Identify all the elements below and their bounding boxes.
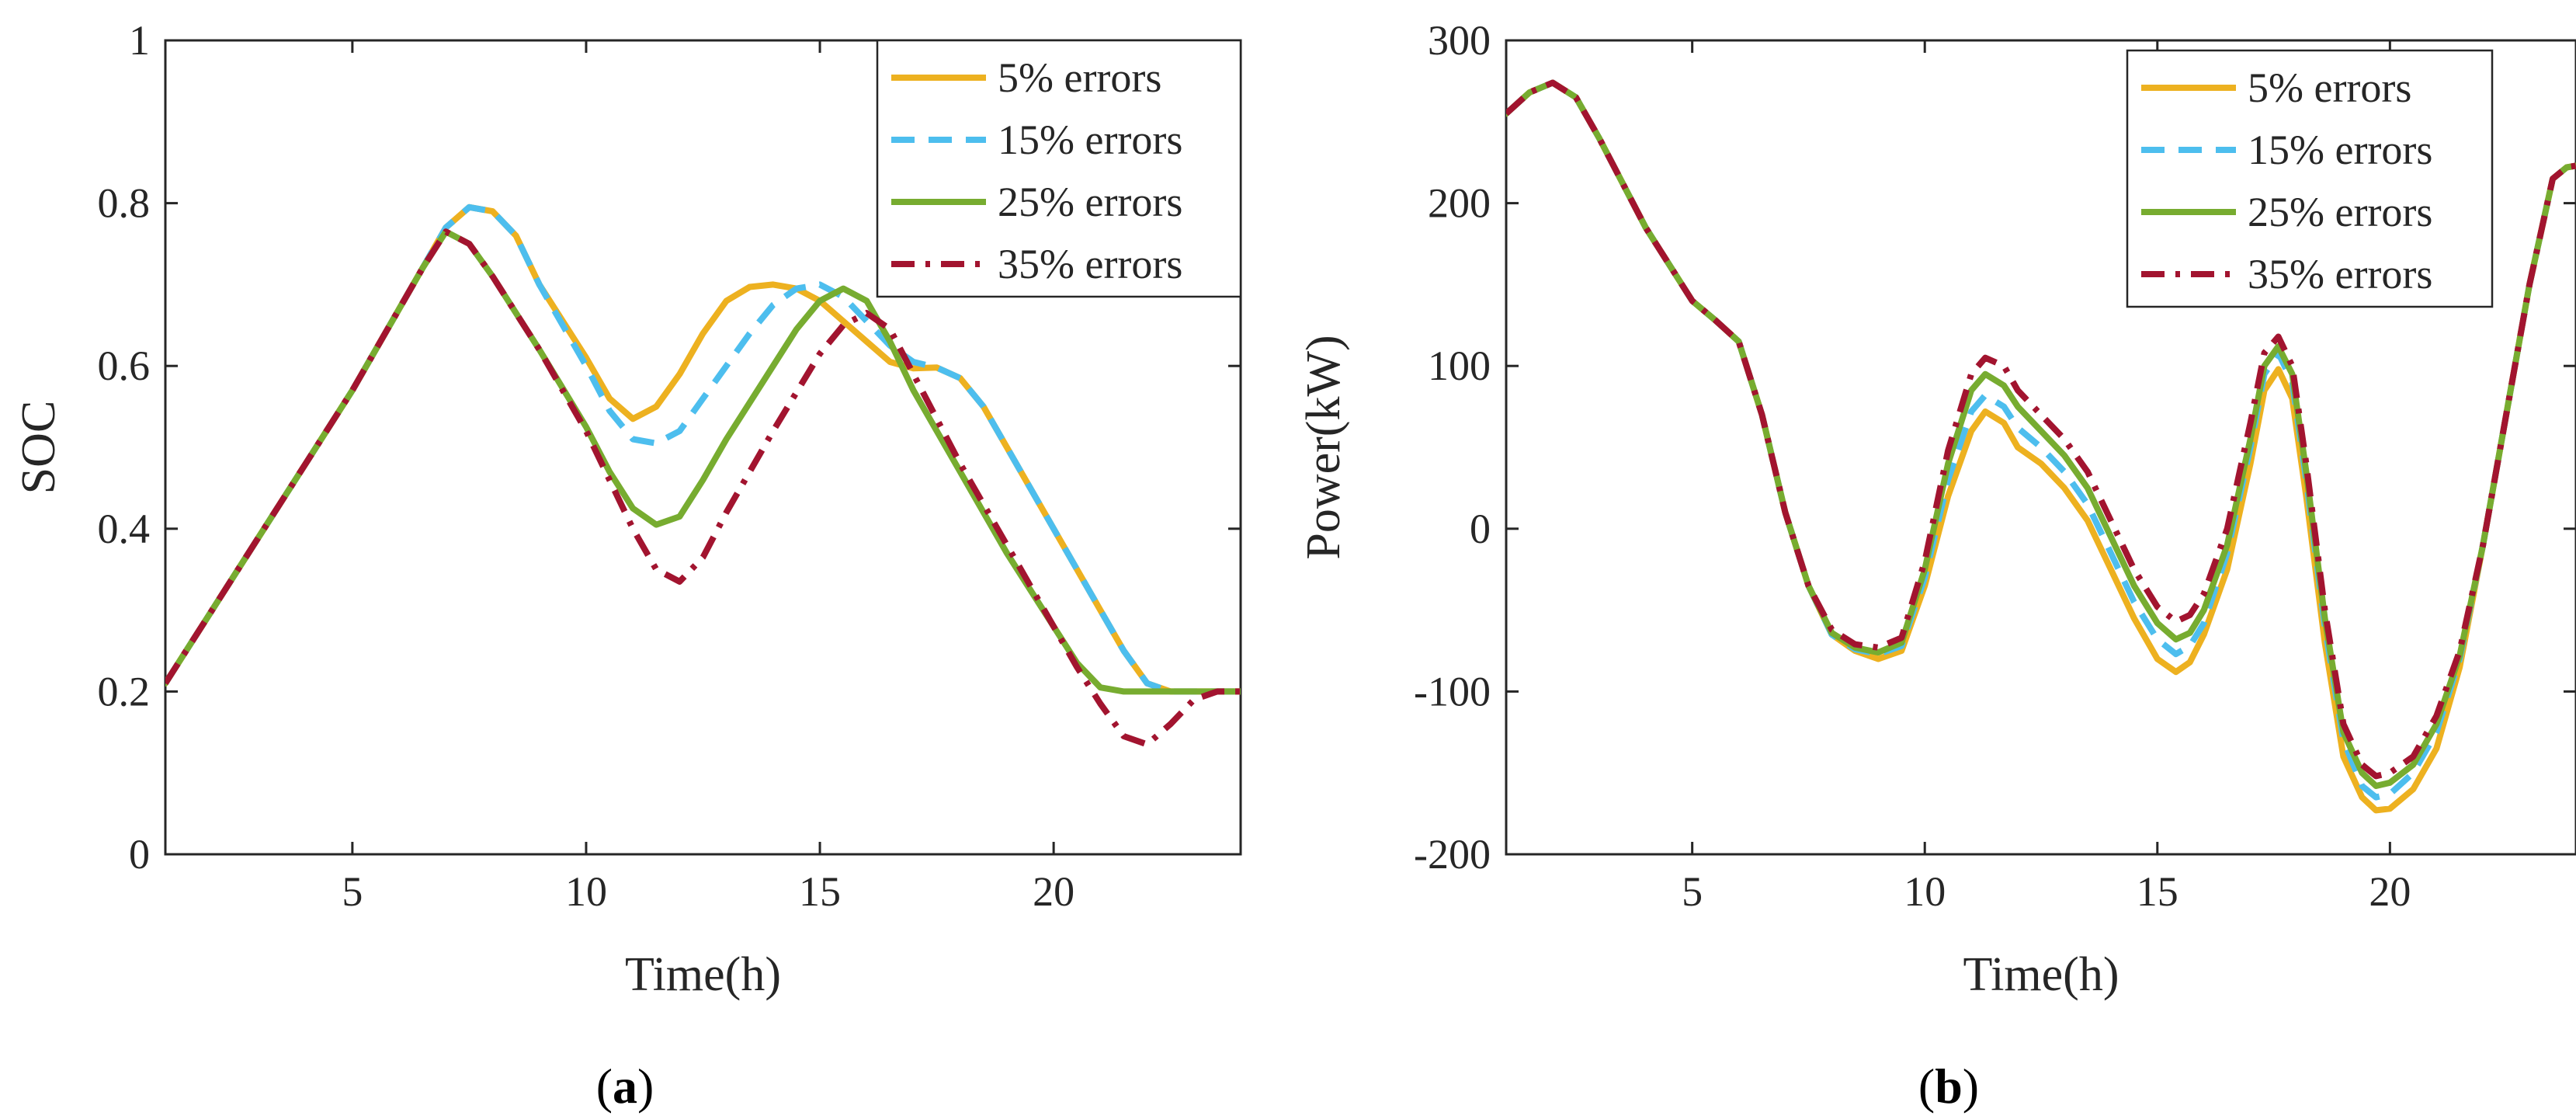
y-tick-label: 300	[1428, 17, 1491, 64]
y-tick-label: 0.8	[98, 180, 151, 227]
x-tick-label: 20	[1033, 868, 1074, 915]
x-tick-label: 15	[799, 868, 841, 915]
legend-entry: 15% errors	[2248, 127, 2432, 173]
legend: 5% errors 15% errors 25% errors 35% errors	[2126, 49, 2494, 308]
x-tick-label: 5	[1682, 868, 1703, 915]
panel-label: (b)	[1918, 1059, 1979, 1114]
legend: 5% errors 15% errors 25% errors 35% errors	[876, 39, 1242, 298]
series-line-4	[165, 228, 1241, 748]
panel-letter: a	[613, 1059, 637, 1114]
y-tick-label: 0	[1470, 506, 1491, 552]
y-axis-label: SOC	[12, 401, 65, 495]
legend-entry: 5% errors	[998, 54, 1161, 101]
series-line-3	[165, 228, 1241, 695]
legend-entry: 5% errors	[2248, 64, 2411, 111]
x-axis-label: Time(h)	[625, 948, 781, 1001]
y-tick-label: -100	[1414, 668, 1491, 714]
panel-letter: b	[1935, 1059, 1963, 1114]
y-tick-label: 0.2	[98, 668, 151, 714]
legend-entry: 15% errors	[998, 116, 1182, 163]
panel-a-chart: 5 10 15 20 0 0.2 0.4 0.6 0.8 1 Time(h) SOC 5% errors…	[12, 17, 1242, 1114]
x-tick-label: 10	[565, 868, 607, 915]
x-tick-label: 15	[2137, 868, 2178, 915]
x-tick-label: 5	[342, 868, 363, 915]
axes-box	[164, 39, 1242, 856]
legend-box	[2126, 49, 2494, 308]
panel-b-chart: 5 10 15 20 -200 -100 0 100 200 300 Time(h) Power(kW…	[1297, 17, 2576, 1114]
x-tick-label: 10	[1904, 868, 1946, 915]
series-line-2	[1506, 79, 2576, 801]
y-tick-label: 1	[129, 17, 150, 64]
y-tick-label: 200	[1428, 180, 1491, 227]
series-group	[165, 203, 1241, 748]
legend-entry: 35% errors	[998, 241, 1182, 287]
x-axis-label: Time(h)	[1963, 948, 2119, 1001]
legend-box	[876, 39, 1242, 298]
legend-entry: 35% errors	[2248, 251, 2432, 297]
series-line-4	[1506, 79, 2576, 780]
series-group	[1506, 79, 2576, 814]
axes-box	[1505, 39, 2576, 856]
y-tick-label: -200	[1414, 831, 1491, 878]
y-axis-label: Power(kW)	[1297, 335, 1350, 559]
panel-label: (a)	[596, 1059, 654, 1114]
y-tick-label: 0.6	[98, 342, 151, 389]
y-tick-label: 0.4	[98, 506, 151, 552]
legend-entry: 25% errors	[2248, 189, 2432, 235]
y-tick-label: 0	[129, 831, 150, 878]
x-tick-label: 20	[2369, 868, 2411, 915]
y-tick-label: 100	[1428, 342, 1491, 389]
legend-entry: 25% errors	[998, 179, 1182, 225]
